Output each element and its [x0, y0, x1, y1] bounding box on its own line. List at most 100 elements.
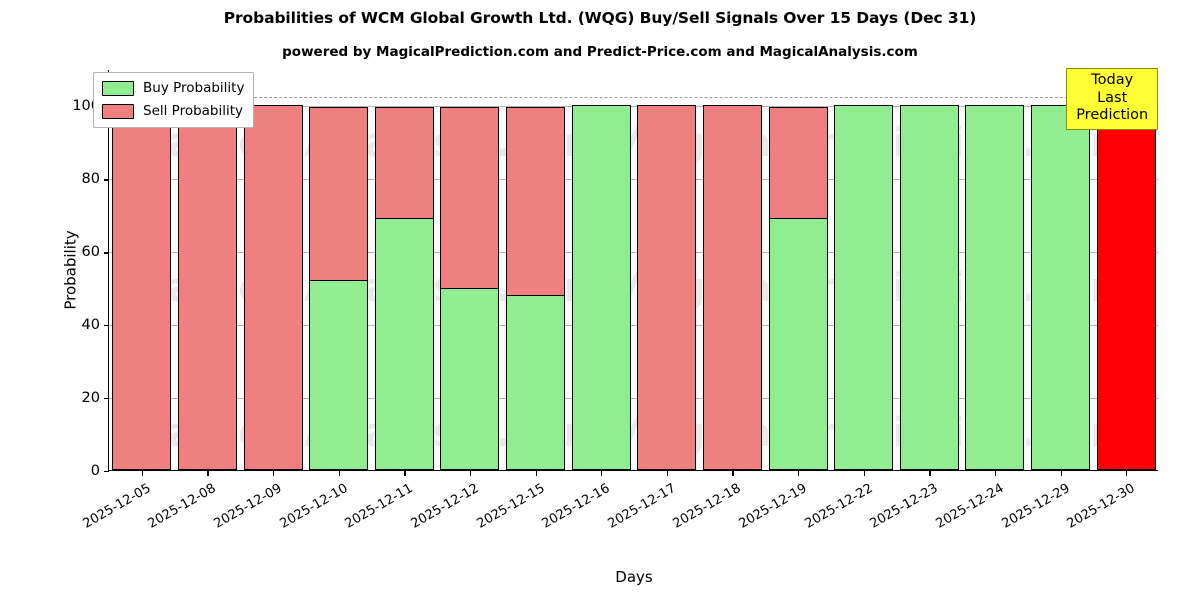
legend-swatch-sell: [102, 103, 134, 119]
bar-2025-12-23[interactable]: [899, 105, 959, 470]
bar-segment-buy[interactable]: [1031, 105, 1091, 470]
bar-segment-sell[interactable]: [506, 106, 566, 297]
y-axis-tick-mark: [104, 325, 109, 327]
x-axis-tick-mark: [601, 470, 603, 476]
reference-line: [109, 97, 1158, 98]
bar-2025-12-30[interactable]: [1096, 105, 1156, 470]
today-annotation: Today Last Prediction: [1066, 68, 1159, 131]
x-axis-tick-mark: [207, 470, 209, 476]
bar-2025-12-09[interactable]: [243, 105, 303, 470]
x-axis-tick-label: 2025-12-10: [277, 481, 351, 532]
y-axis-tick-mark: [104, 252, 109, 254]
x-axis-tick-label: 2025-12-19: [736, 481, 810, 532]
x-axis-tick-mark: [863, 470, 865, 476]
x-axis-tick-label: 2025-12-08: [145, 481, 219, 532]
bar-2025-12-22[interactable]: [834, 105, 894, 470]
bar-2025-12-05[interactable]: [112, 105, 172, 470]
x-axis-tick-mark: [469, 470, 472, 476]
bar-segment-buy[interactable]: [899, 105, 959, 470]
bar-2025-12-17[interactable]: [637, 105, 697, 470]
today-annotation-line1: Today: [1091, 72, 1134, 88]
bar-segment-buy[interactable]: [440, 287, 500, 470]
legend-label-buy: Buy Probability: [143, 80, 245, 96]
x-axis-tick-mark: [929, 470, 931, 476]
legend-label-sell: Sell Probability: [143, 103, 244, 119]
y-axis-tick-mark: [104, 398, 109, 400]
bar-segment-buy[interactable]: [834, 105, 894, 470]
gridline: [109, 179, 1158, 181]
bar-2025-12-10[interactable]: [309, 105, 369, 470]
bar-segment-sell[interactable]: [243, 105, 303, 470]
y-axis-label: Probability: [61, 230, 80, 310]
x-axis-tick-mark: [404, 470, 406, 476]
x-axis-tick-label: 2025-12-18: [670, 481, 744, 532]
bar-2025-12-18[interactable]: [702, 105, 762, 470]
bar-2025-12-29[interactable]: [1031, 105, 1091, 470]
bar-segment-buy[interactable]: [309, 280, 369, 470]
bar-segment-buy[interactable]: [768, 218, 828, 470]
bar-segment-sell[interactable]: [374, 106, 434, 220]
y-axis-tick-mark: [104, 471, 109, 473]
chart-legend: Buy Probability Sell Probability: [93, 72, 255, 128]
x-axis-tick-mark: [141, 470, 144, 476]
bar-segment-sell[interactable]: [768, 106, 828, 220]
x-axis-tick-label: 2025-12-30: [1064, 481, 1138, 532]
bar-segment-sell[interactable]: [440, 106, 500, 290]
bar-segment-sell[interactable]: [702, 105, 762, 470]
legend-swatch-buy: [102, 80, 134, 96]
bar-2025-12-12[interactable]: [440, 105, 500, 470]
legend-item-sell: Sell Probability: [102, 101, 244, 121]
y-axis-tick-label: 0: [90, 463, 100, 479]
y-axis-tick-label: 80: [81, 171, 100, 188]
today-annotation-line2: Last Prediction: [1076, 89, 1149, 124]
x-axis-tick-mark: [732, 470, 734, 476]
bar-2025-12-15[interactable]: [506, 105, 566, 470]
bar-2025-12-16[interactable]: [571, 105, 631, 470]
x-axis-tick-label: 2025-12-17: [605, 481, 679, 532]
bar-segment-buy[interactable]: [374, 218, 434, 470]
bar-segment-sell[interactable]: [637, 105, 697, 470]
x-axis-tick-label: 2025-12-11: [342, 481, 416, 532]
x-axis-tick-mark: [798, 470, 800, 476]
y-axis-tick-label: 20: [81, 390, 100, 407]
bar-segment-buy[interactable]: [965, 105, 1025, 470]
x-axis-tick-label: 2025-12-29: [999, 481, 1073, 532]
gridline: [109, 398, 1158, 400]
bar-series-layer: [109, 70, 1158, 470]
bar-2025-12-24[interactable]: [965, 105, 1025, 470]
bar-segment-sell[interactable]: [177, 105, 237, 470]
bar-segment-sell[interactable]: [112, 105, 172, 470]
plot-area: MagicalAnalysis.comMagicalPrediction.com…: [62, 68, 1159, 586]
x-axis-tick-label: 2025-12-23: [867, 481, 941, 532]
x-axis-tick-mark: [1126, 470, 1128, 476]
bar-segment-buy[interactable]: [506, 295, 566, 470]
x-axis-tick-mark: [338, 470, 340, 476]
x-axis-tick-label: 2025-12-12: [408, 481, 482, 532]
x-axis-tick-mark: [994, 470, 997, 476]
x-axis-label: Days: [615, 568, 653, 586]
x-axis-tick-mark: [535, 470, 537, 476]
legend-item-buy: Buy Probability: [102, 78, 244, 98]
x-axis-tick-mark: [273, 470, 275, 476]
y-axis-tick-label: 60: [81, 244, 100, 261]
x-axis-tick-mark: [666, 470, 669, 476]
gridline: [109, 325, 1158, 327]
gridline: [109, 252, 1158, 254]
x-axis-tick-label: 2025-12-24: [933, 481, 1007, 532]
bar-2025-12-19[interactable]: [768, 105, 828, 470]
bar-segment-sell[interactable]: [309, 106, 369, 282]
gridline: [109, 106, 1158, 108]
x-axis-tick-label: 2025-12-05: [80, 481, 154, 532]
chart-title: Probabilities of WCM Global Growth Ltd. …: [223, 9, 977, 27]
bar-2025-12-11[interactable]: [374, 105, 434, 470]
bar-segment-today[interactable]: [1096, 105, 1156, 470]
bar-2025-12-08[interactable]: [177, 105, 237, 470]
chart-subtitle: powered by MagicalPrediction.com and Pre…: [282, 44, 918, 60]
y-axis-tick-label: 40: [81, 317, 100, 334]
x-axis-tick-label: 2025-12-16: [539, 481, 613, 532]
x-axis-tick-mark: [1060, 470, 1062, 476]
x-axis-tick-label: 2025-12-09: [211, 481, 285, 532]
y-axis-tick-mark: [104, 179, 109, 181]
bar-segment-buy[interactable]: [571, 105, 631, 470]
